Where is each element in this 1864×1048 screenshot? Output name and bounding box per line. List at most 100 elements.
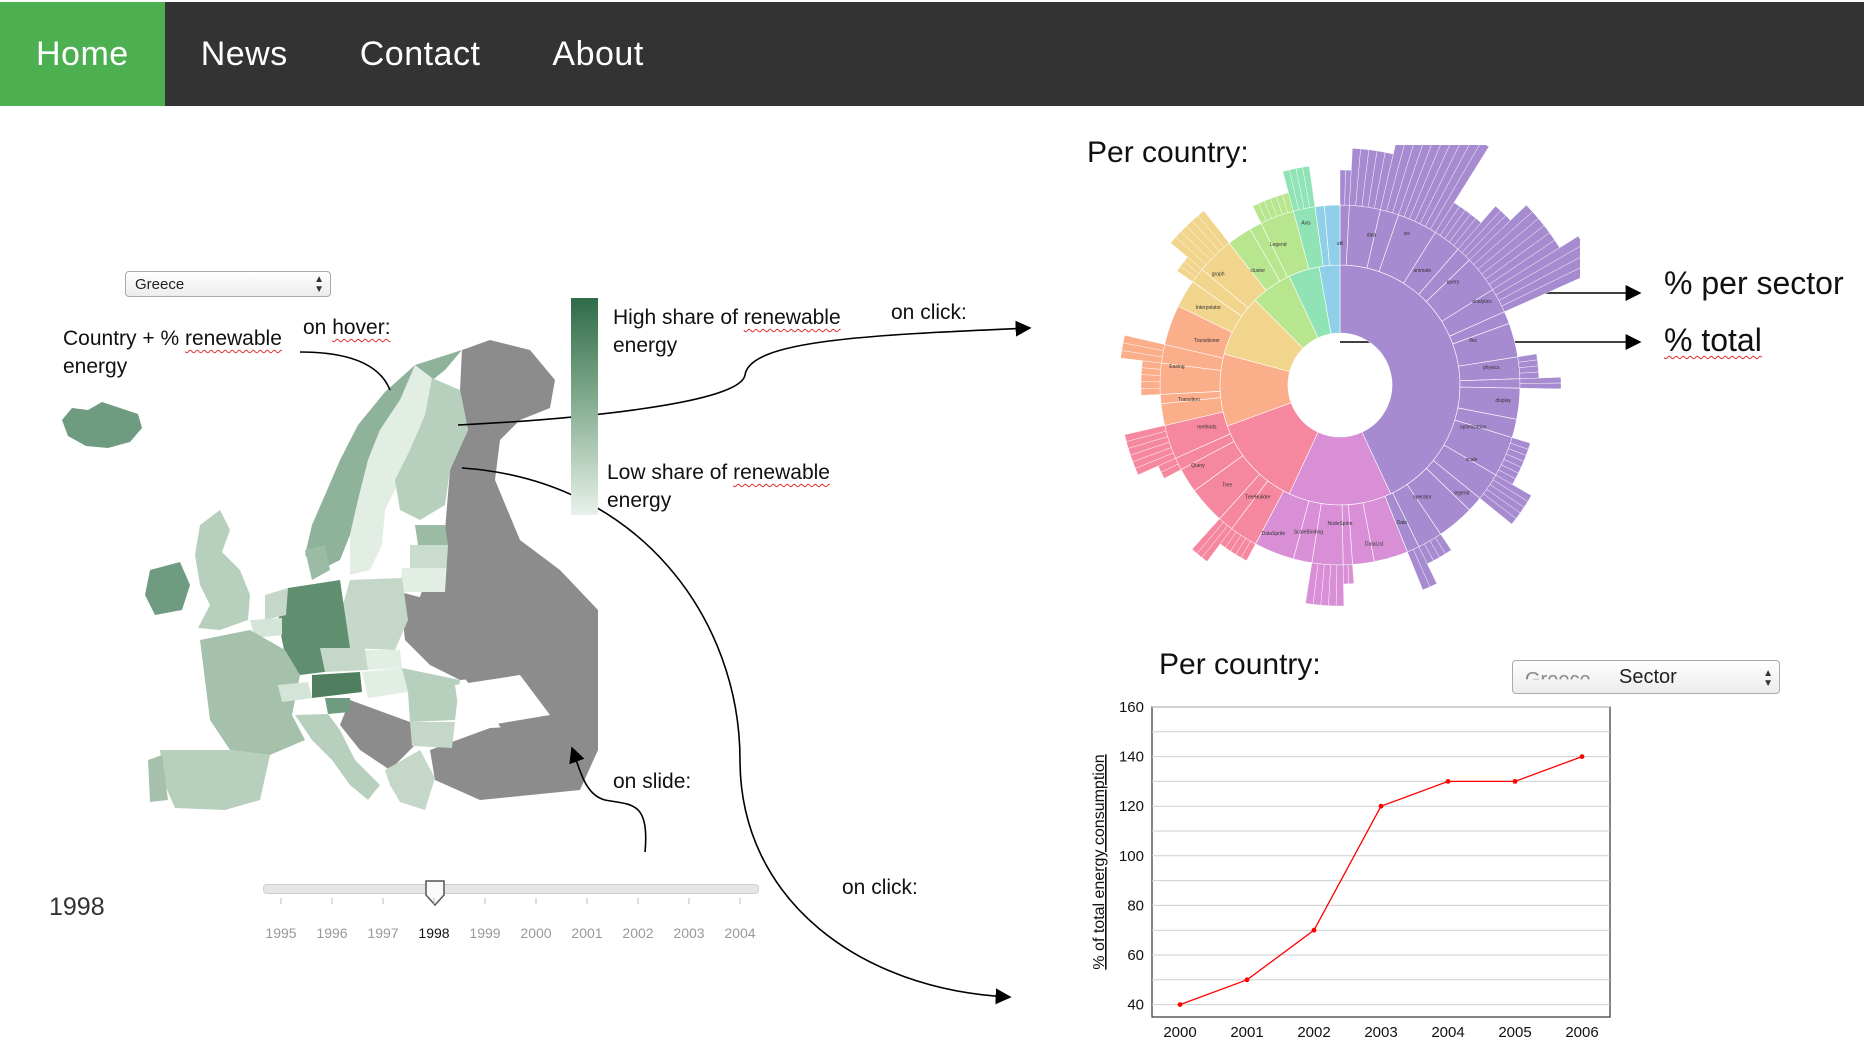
map-country-latvia[interactable]	[410, 545, 450, 568]
nav-about[interactable]: About	[552, 35, 644, 73]
map-country-portugal[interactable]	[148, 755, 168, 802]
slider-year-label[interactable]: 2004	[724, 925, 756, 941]
y-axis-label: % of total energy consumption	[1091, 754, 1108, 969]
note-text: energy	[63, 355, 128, 378]
x-tick-label: 2003	[1364, 1024, 1397, 1041]
sunburst-segment-label: Data	[1397, 520, 1408, 526]
sunburst-segment-label: Tree	[1222, 483, 1232, 489]
map-country-slovenia[interactable]	[325, 698, 350, 714]
map-region-turkey[interactable]	[430, 725, 598, 800]
slider-year-label[interactable]: 2001	[571, 925, 603, 941]
sunburst-segment-label: operator	[1413, 494, 1432, 500]
map-country-ireland[interactable]	[145, 562, 190, 615]
year-display: 1998	[49, 893, 105, 921]
map-country-finland[interactable]	[395, 378, 468, 520]
x-tick-label: 2002	[1297, 1024, 1330, 1041]
x-tick-label: 2004	[1431, 1024, 1464, 1041]
country-select[interactable]: Greece ▲ ▼	[125, 271, 331, 297]
map-country-denmark[interactable]	[305, 545, 330, 580]
sunburst-segment[interactable]	[1519, 371, 1540, 379]
sunburst-segment-label: cluster	[1250, 268, 1265, 274]
sunburst-segment[interactable]	[1335, 564, 1345, 607]
sunburst-segment[interactable]	[1347, 564, 1355, 585]
map-country-greece[interactable]	[385, 750, 435, 810]
map-country-italy[interactable]	[295, 714, 380, 800]
map-country-france[interactable]	[200, 630, 305, 755]
map-region-balkans[interactable]	[340, 700, 420, 770]
legend-text: renewable	[733, 461, 830, 484]
map-country-hungary[interactable]	[362, 668, 408, 698]
note-text: renewable	[184, 327, 282, 350]
legend-high-label: High share of renewable energy	[613, 304, 853, 360]
total-label: % total	[1664, 322, 1762, 359]
map-country-sweden[interactable]	[350, 365, 432, 575]
country-select-value: Greece	[135, 276, 185, 293]
slider-year-label[interactable]: 1995	[265, 925, 297, 941]
slider-year-label[interactable]: 1998	[418, 925, 450, 941]
sunburst-segment[interactable]	[1323, 204, 1341, 266]
nav-news[interactable]: News	[200, 35, 288, 73]
line-chart: 40 60 80 100 120 140 160 2000 2001 2002 2003 2004 20…	[1091, 699, 1611, 1041]
sector-select[interactable]: Greece Sector ▲ ▼	[1512, 660, 1780, 694]
sunburst-chart[interactable]: util data vis animate query analytics flex phys…	[1100, 145, 1580, 625]
legend-text: Low share of	[607, 461, 734, 484]
map-country-austria[interactable]	[312, 672, 362, 698]
sunburst-segment-label: data	[1367, 232, 1377, 238]
on-slide-note: on slide:	[613, 770, 692, 793]
top-nav: Home News Contact About	[0, 2, 1864, 106]
sunburst-segment-label: DataList	[1365, 541, 1384, 547]
map-country-lithuania[interactable]	[400, 568, 448, 592]
line-chart-title: Per country:	[1159, 648, 1321, 681]
map-region-belarus[interactable]	[445, 545, 490, 605]
slider-year-label[interactable]: 1996	[316, 925, 348, 941]
slider-year-label[interactable]: 1997	[367, 925, 399, 941]
sunburst-segment-label: Axis	[1301, 221, 1311, 227]
map-region-blacksea[interactable]	[455, 675, 550, 725]
note-text: Country + %	[63, 327, 185, 350]
map-country-belgium[interactable]	[250, 618, 282, 638]
sunburst-title: Per country:	[1087, 136, 1249, 169]
year-slider-handle[interactable]	[424, 879, 446, 907]
slider-year-label[interactable]: 2000	[520, 925, 552, 941]
y-tick-label: 40	[1127, 997, 1144, 1014]
map-country-uk[interactable]	[195, 510, 250, 630]
sunburst-segment-label: DataSprite	[1261, 531, 1285, 537]
slider-year-label[interactable]: 2003	[673, 925, 705, 941]
slider-ticks	[280, 898, 741, 904]
legend-text: High share of	[613, 306, 744, 329]
map-country-iceland[interactable]	[62, 402, 142, 448]
sunburst-segment-label: flex	[1469, 338, 1477, 344]
map-country-switzerland[interactable]	[278, 682, 312, 702]
on-click-top-note: on click:	[891, 301, 967, 324]
slider-year-label[interactable]: 1999	[469, 925, 501, 941]
map-country-slovakia[interactable]	[365, 650, 402, 670]
sunburst-segment-label: Transitioner	[1194, 338, 1221, 344]
map-country-poland[interactable]	[340, 578, 408, 650]
on-hover-note: on hover:	[303, 314, 391, 342]
map-country-czech[interactable]	[320, 648, 368, 672]
nav-home[interactable]: Home	[0, 2, 165, 106]
map-country-netherlands[interactable]	[265, 588, 288, 620]
map-region-ukraine[interactable]	[400, 592, 530, 680]
slider-year-label[interactable]: 2002	[622, 925, 654, 941]
map-country-romania[interactable]	[402, 668, 460, 722]
map-country-norway[interactable]	[305, 350, 462, 570]
map-country-estonia[interactable]	[415, 525, 448, 545]
sunburst-segment-label: Transition	[1178, 397, 1200, 403]
y-tick-label: 160	[1119, 699, 1144, 716]
sunburst-segment[interactable]	[1519, 382, 1562, 390]
data-point	[1579, 754, 1585, 759]
europe-map[interactable]	[50, 330, 610, 810]
sunburst-segment[interactable]	[1140, 374, 1161, 383]
sector-select-overlap-text: Greece	[1525, 669, 1591, 691]
legend-text: energy	[607, 489, 672, 512]
sunburst-segment-label: Legend	[1270, 242, 1287, 248]
nav-contact[interactable]: Contact	[359, 35, 481, 73]
sunburst-segment[interactable]	[1342, 564, 1349, 585]
year-slider-track[interactable]	[263, 884, 759, 894]
sunburst-segment[interactable]	[1140, 381, 1161, 389]
map-country-spain[interactable]	[160, 750, 270, 810]
y-tick-label: 100	[1119, 848, 1144, 865]
sunburst-segment[interactable]	[1140, 387, 1161, 396]
map-country-bulgaria[interactable]	[410, 722, 455, 748]
